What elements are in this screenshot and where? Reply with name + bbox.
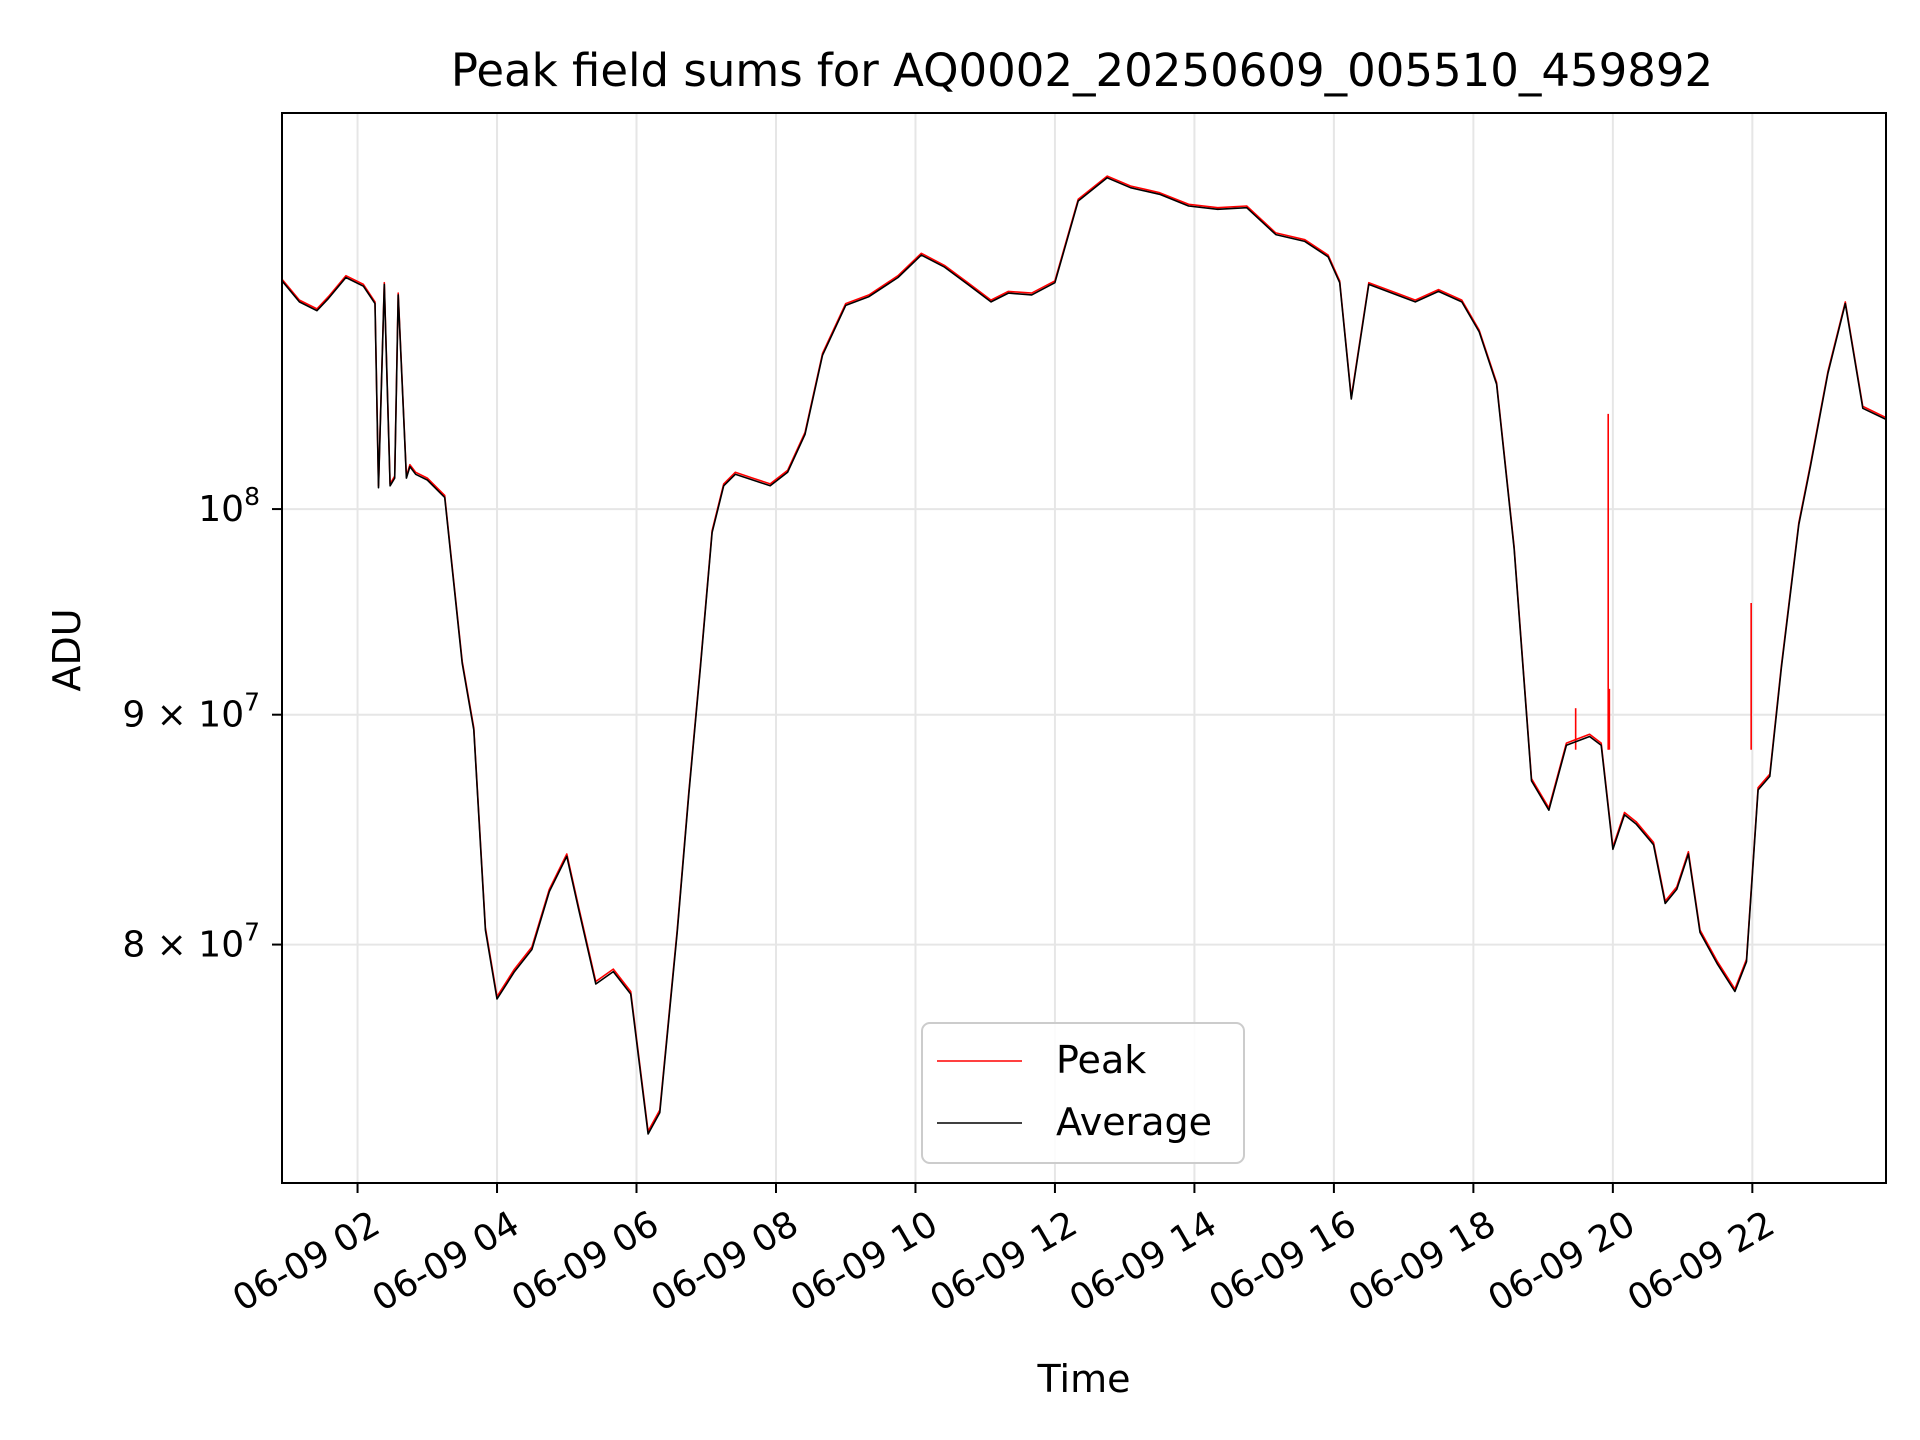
grid (282, 113, 1886, 1183)
y-axis-label: ADU (45, 608, 89, 691)
x-axis-label: Time (1037, 1357, 1131, 1401)
legend-label-peak: Peak (1056, 1038, 1146, 1082)
chart-title: Peak field sums for AQ0002_20250609_0055… (451, 44, 1713, 97)
y-tick-label: 9 × 107 (122, 688, 260, 736)
legend: Peak Average (921, 1022, 1245, 1164)
series-line-peak (282, 175, 1886, 1133)
y-tick-label: 108 (198, 482, 260, 530)
series-layer (282, 175, 1886, 1135)
legend-box (921, 1022, 1245, 1164)
series-line-average (282, 177, 1886, 1135)
y-tick-label: 8 × 107 (122, 918, 260, 966)
plot-area-frame (281, 112, 1887, 1184)
y-axis-ticks: 8 × 107 9 × 107 108 (122, 482, 282, 966)
legend-label-average: Average (1056, 1100, 1212, 1144)
